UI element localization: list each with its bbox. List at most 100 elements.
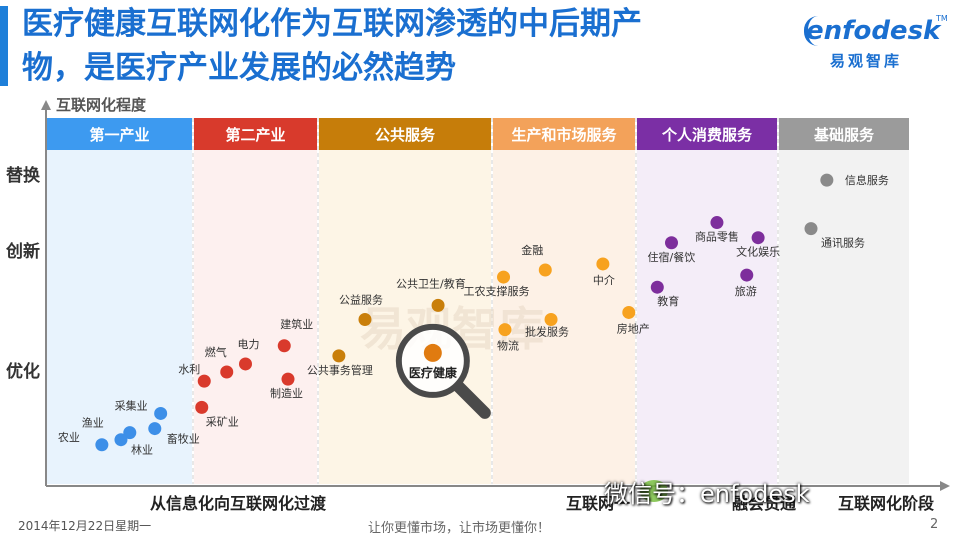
band-area-4 [637,150,777,484]
band-area-3 [493,150,635,484]
wechat-id-overlay: 微信号：enfodesk [604,480,810,508]
band-header-5 [779,118,909,150]
point-17 [544,313,558,327]
point-label-10: 采矿业 [206,415,239,428]
point-2 [148,422,162,436]
point-8 [197,374,211,388]
footer-slogan: 让你更懂市场，让市场更懂你！ [368,521,551,536]
y-axis-title: 互联网化程度 [56,96,147,114]
point-25 [820,173,834,187]
point-14 [538,263,552,277]
y-tick-replace: 替换 [6,166,40,186]
point-5 [277,339,291,353]
point-24 [740,268,754,282]
x-axis-arrow [940,481,950,491]
point-label-5: 建筑业 [280,317,313,331]
point-15 [596,257,610,271]
highlight-layer: 医疗健康 [395,323,491,419]
point-label-13: 公共事务管理 [307,363,373,377]
y-tick-innovate: 创新 [6,242,40,262]
band-header-0 [47,118,192,150]
point-23 [650,280,664,294]
point-12 [431,298,445,312]
point-10 [195,400,209,414]
point-20 [710,216,724,230]
band-header-3 [493,118,635,150]
band-header-1 [194,118,317,150]
point-label-25: 信息服务 [845,173,889,187]
point-9 [281,372,295,386]
point-4 [114,433,128,447]
band-area-1 [194,150,317,484]
point-label-16: 工农支撑服务 [464,284,530,298]
band-label-2: 公共服务 [375,126,436,144]
point-label-24: 旅游 [735,284,757,298]
band-area-5 [779,150,909,484]
x-stage-internet-phase: 互联网化阶段 [838,494,935,513]
point-16 [497,270,511,284]
point-label-1: 渔业 [82,417,104,430]
point-7 [220,365,234,379]
point-label-4: 林业 [131,443,153,457]
point-label-21: 文化娱乐 [736,245,780,259]
band-area-0 [47,150,192,484]
point-label-0: 采集业 [115,398,148,412]
title-line-1: 医疗健康互联网化作为互联网渗透的中后期产 [22,6,642,42]
point-0 [154,406,168,420]
axis-layer [41,100,950,491]
page-title: 医疗健康互联网化作为互联网渗透的中后期产 物，是医疗产业发展的必然趋势 [22,2,782,90]
point-3 [95,438,109,452]
point-label-26: 通讯服务 [821,237,865,250]
band-layer: 第一产业 第二产业 公共服务 生产和市场服务 个人消费服务 基础服务 [47,118,909,484]
point-label-22: 住宿/餐饮 [648,250,696,264]
x-stage-internet: 互联网一 [566,494,631,513]
y-tick-optimize: 优化 [6,362,40,382]
y-axis-arrow [41,100,51,110]
band-header-4 [637,118,777,150]
point-label-6: 电力 [238,338,260,351]
point-label-11: 公益服务 [339,293,383,307]
band-label-5: 基础服务 [813,126,875,144]
point-label-19: 房地产 [617,321,650,335]
x-stage-transition: 从信息化向互联网化过渡 [150,494,327,513]
point-label-12: 公共卫生/教育 [396,276,466,290]
title-line-2: 物，是医疗产业发展的必然趋势 [22,50,456,86]
title-accent-bar [0,6,8,86]
enfodesk-logo: enfodesk TM 易观智库 [800,12,950,72]
x-stage-integration: 融会贯通 [732,494,797,513]
point-26 [804,222,818,236]
highlight-point [423,343,442,362]
logo-subtitle: 易观智库 [830,52,903,70]
point-label-20: 商品零售 [695,230,739,244]
point-6 [239,357,252,371]
point-label-15: 中介 [593,274,615,287]
band-label-4: 个人消费服务 [661,126,753,144]
point-13 [332,349,346,363]
point-18 [498,323,512,337]
point-11 [358,313,372,327]
point-label-2: 畜牧业 [167,432,200,446]
wechat-icon [640,480,668,502]
highlight-label: 医疗健康 [409,365,458,380]
point-label-17: 批发服务 [525,325,569,339]
point-1 [123,426,137,440]
logo-swoosh-icon [804,16,834,46]
page-number: 2 [930,517,939,532]
point-label-9: 制造业 [270,386,303,400]
band-label-0: 第一产业 [89,126,149,144]
point-label-18: 物流 [497,339,519,353]
band-label-3: 生产和市场服务 [511,126,617,144]
point-19 [622,305,636,319]
footer-date: 2014年12月22日星期一 [18,519,152,533]
band-header-2 [319,118,491,150]
point-label-8: 水利 [178,363,200,376]
logo-wordmark: enfodesk [806,16,941,46]
logo-trademark: TM [936,14,948,23]
point-label-3: 农业 [58,430,80,444]
band-area-2 [319,150,491,484]
band-label-1: 第二产业 [225,126,285,144]
point-21 [751,231,765,245]
point-label-23: 教育 [657,294,679,308]
